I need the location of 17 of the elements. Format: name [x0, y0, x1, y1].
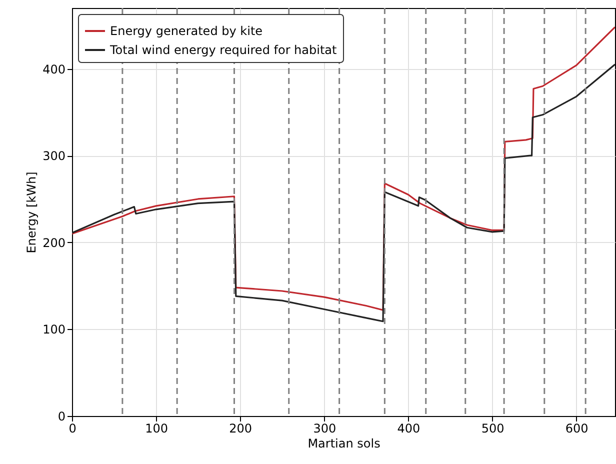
y-tick-label: 100 [42, 322, 66, 337]
y-tick-label: 0 [58, 410, 66, 424]
line-series [72, 64, 615, 322]
y-tick-label: 400 [42, 62, 66, 76]
x-tick-label: 200 [229, 422, 252, 436]
x-tick-label: 500 [481, 422, 504, 436]
x-tick-label: 0 [68, 422, 76, 436]
x-tick-label: 100 [145, 422, 168, 436]
legend-label: Total wind energy required for habitat [109, 43, 338, 57]
legend-label: Energy generated by kite [110, 24, 263, 38]
y-axis-title: Energy [kWh] [24, 172, 39, 254]
x-tick-label: 600 [565, 422, 588, 436]
y-tick-label: 200 [42, 236, 66, 250]
x-tick-label: 300 [313, 422, 336, 436]
y-tick-label: 300 [42, 149, 66, 164]
x-tick-label: 400 [397, 422, 420, 436]
x-axis-title: Martian sols [308, 436, 380, 450]
